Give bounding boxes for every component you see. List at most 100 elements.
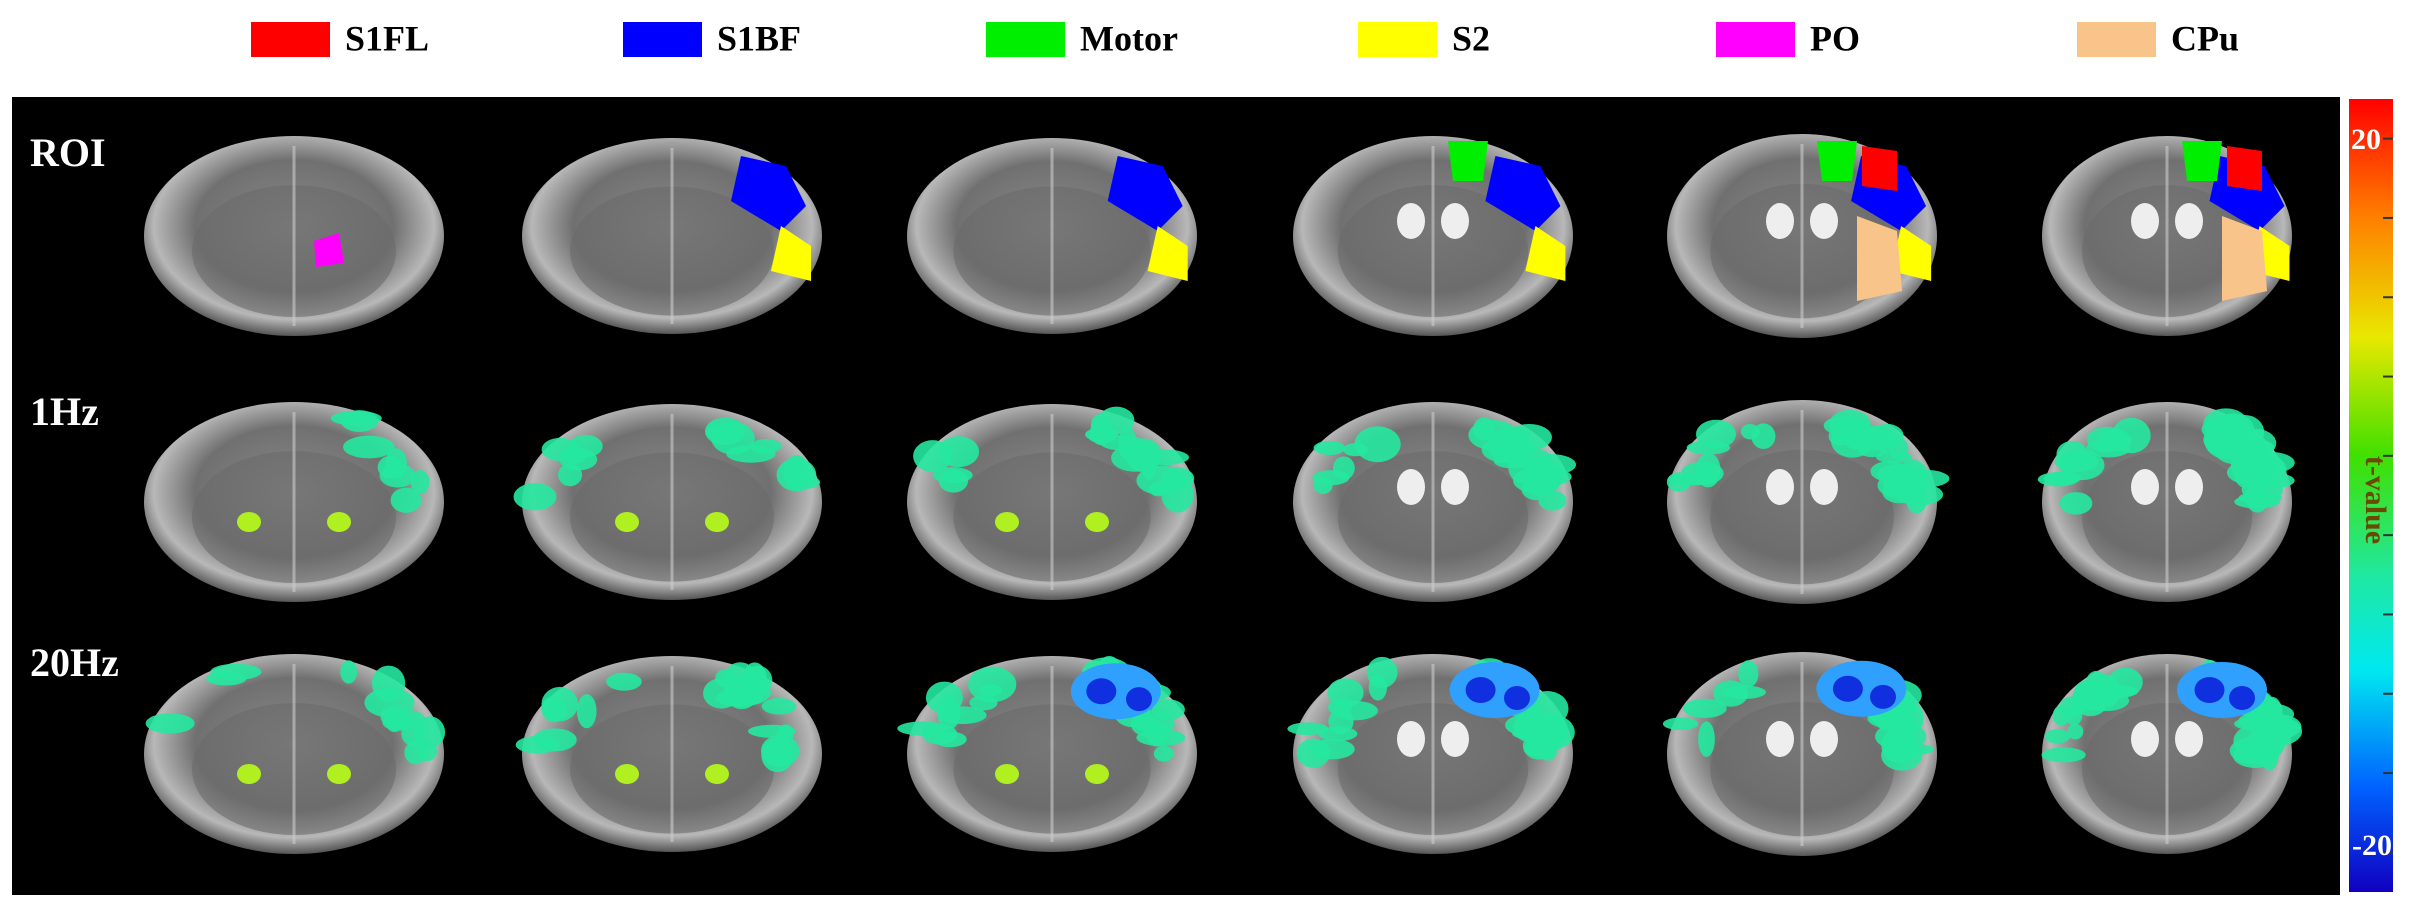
activation-thalamus xyxy=(237,512,261,532)
activation xyxy=(558,463,583,487)
activation xyxy=(541,437,579,462)
activation xyxy=(1160,467,1195,490)
activation xyxy=(2230,453,2278,479)
legend-label: S1FL xyxy=(345,18,429,58)
activation xyxy=(913,440,952,473)
activation xyxy=(968,666,1017,703)
activation xyxy=(1698,721,1715,757)
roi-motor xyxy=(1817,141,1857,181)
activation xyxy=(401,721,426,747)
ventricle xyxy=(1441,469,1469,505)
roi-cpu xyxy=(2222,216,2267,301)
activation-peak xyxy=(2229,686,2255,710)
activation-peak xyxy=(1465,677,1496,703)
roi-motor xyxy=(1448,141,1488,181)
roi-s1bf xyxy=(1485,156,1561,231)
activation-peak xyxy=(1086,678,1117,705)
ventricle xyxy=(2131,203,2159,239)
activation xyxy=(1090,417,1113,446)
legend-swatch xyxy=(986,22,1065,57)
activation-thalamus xyxy=(1085,764,1109,784)
activation xyxy=(2041,747,2086,763)
brain-slices xyxy=(144,134,2303,856)
roi-s2 xyxy=(771,226,811,281)
activation-thalamus xyxy=(1085,512,1109,532)
roi-s1bf xyxy=(731,156,806,231)
activation xyxy=(2241,477,2284,502)
activation xyxy=(340,660,358,684)
legend-label: Motor xyxy=(1080,18,1178,58)
activation xyxy=(1153,745,1174,762)
ventricle xyxy=(2131,469,2159,505)
activation xyxy=(1309,738,1355,760)
activation xyxy=(743,665,773,695)
roi-s2 xyxy=(1525,226,1566,281)
row-labels: ROI 1Hz 20Hz xyxy=(30,130,119,685)
activation xyxy=(371,665,406,702)
activation xyxy=(606,672,642,691)
activation xyxy=(515,736,560,754)
activation xyxy=(1328,708,1354,735)
ventricle xyxy=(1766,469,1794,505)
activation xyxy=(747,724,796,738)
activation xyxy=(937,695,961,730)
activation xyxy=(2044,729,2071,744)
colorbar-min-label: -20 xyxy=(2352,829,2392,862)
activation xyxy=(2037,472,2079,487)
activation-peak xyxy=(1504,686,1530,710)
activation xyxy=(761,737,794,773)
activation xyxy=(1526,724,1546,756)
activation xyxy=(1662,717,1699,731)
activation xyxy=(385,714,403,733)
row-label: 1Hz xyxy=(30,389,99,434)
activation xyxy=(2081,690,2130,712)
ventricle xyxy=(1397,203,1425,239)
legend-swatch xyxy=(251,22,330,57)
activation xyxy=(1530,465,1550,478)
activation-peak xyxy=(1832,675,1863,702)
activation xyxy=(2234,716,2284,732)
ventricle xyxy=(2131,721,2159,757)
ventricle xyxy=(1766,203,1794,239)
activation-thalamus xyxy=(995,764,1019,784)
roi-s1bf xyxy=(1107,156,1183,231)
activation xyxy=(1840,419,1875,450)
roi-cpu xyxy=(1857,216,1902,301)
ventricle xyxy=(1441,203,1469,239)
activation xyxy=(206,672,247,686)
activation xyxy=(576,694,597,729)
activation xyxy=(2204,427,2232,455)
activation xyxy=(2059,492,2093,515)
activation xyxy=(1140,445,1158,481)
activation xyxy=(1683,698,1727,718)
roi-po xyxy=(314,233,344,267)
activation xyxy=(1491,426,1532,462)
ventricle xyxy=(2175,469,2203,505)
activation-thalamus xyxy=(705,764,729,784)
activation xyxy=(932,467,973,484)
legend-label: CPu xyxy=(2171,18,2239,58)
activation xyxy=(2067,723,2084,740)
activation xyxy=(706,423,736,441)
activation xyxy=(1354,426,1401,463)
activation xyxy=(1695,419,1736,449)
activation-thalamus xyxy=(327,512,351,532)
legend-swatch xyxy=(2077,22,2156,57)
activation-peak xyxy=(1126,687,1152,712)
activation xyxy=(1336,697,1353,714)
activation xyxy=(343,435,395,459)
activation xyxy=(1312,470,1350,486)
activation-thalamus xyxy=(995,512,1019,532)
activation xyxy=(1695,452,1721,488)
activation xyxy=(1877,463,1923,485)
colorbar xyxy=(2349,99,2393,892)
activation-thalamus xyxy=(327,764,351,784)
activation xyxy=(404,740,427,765)
activation xyxy=(761,698,797,715)
roi-s1fl xyxy=(1862,146,1897,191)
activation xyxy=(723,690,758,704)
activation xyxy=(513,483,557,511)
ventricle xyxy=(1441,721,1469,757)
ventricle xyxy=(1766,721,1794,757)
legend: S1FL S1BF Motor S2 PO CPu xyxy=(251,18,2239,58)
